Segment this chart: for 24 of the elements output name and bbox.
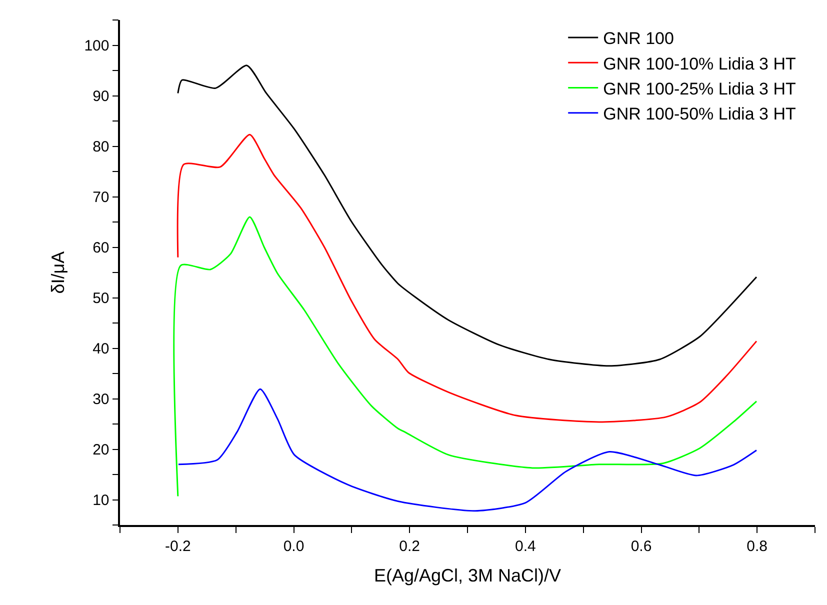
x-tick-label: 0.0 [283,538,304,555]
y-tick-label: 80 [92,138,110,156]
y-tick-label: 90 [92,88,110,105]
legend-label: GNR 100-25% Lidia 3 HT [603,79,796,98]
y-tick-label: 40 [92,340,110,358]
x-tick-label: 0.8 [746,538,768,555]
y-tick-label: 50 [92,290,110,307]
x-tick-label: 0.4 [514,538,536,555]
y-tick-label: 30 [92,391,110,408]
line-series [176,134,758,423]
legend-label: GNR 100-10% Lidia 3 HT [603,54,796,74]
y-tick-label: 10 [92,492,110,509]
x-tick-label: 0.2 [399,538,420,555]
legend-label: GNR 100-50% Lidia 3 HT [603,104,796,124]
y-tick-label: 60 [92,240,110,256]
y-tick-label: 20 [92,442,110,458]
y-axis-title: δI/μA [48,251,68,294]
legend-label: GNR 100 [603,29,674,48]
y-tick-label: 70 [92,189,110,206]
line-series [178,388,758,512]
y-tick-label: 100 [84,38,110,54]
x-tick-label: 0.6 [630,538,652,555]
x-axis-title: E(Ag/AgCl, 3M NaCl)/V [374,565,562,586]
x-tick-label: -0.2 [164,538,191,555]
